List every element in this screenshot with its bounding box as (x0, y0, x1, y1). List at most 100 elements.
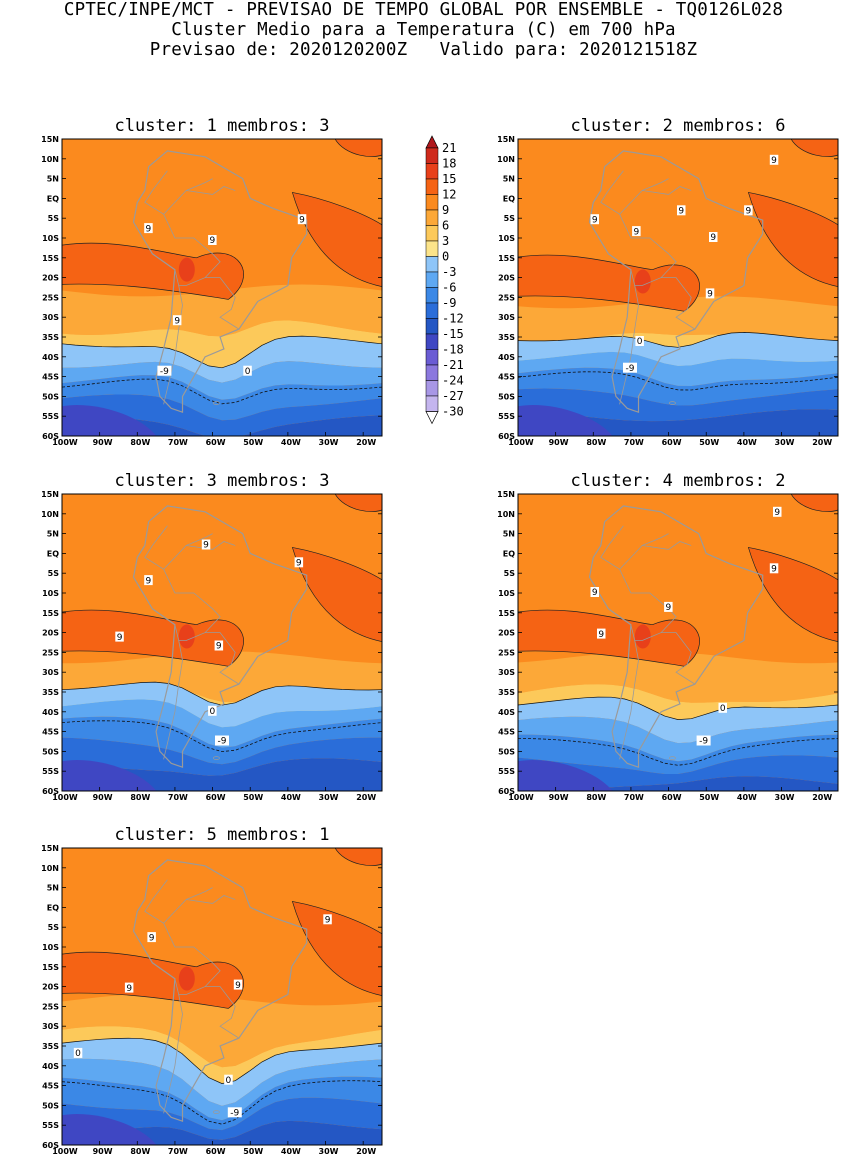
header-line-2: Cluster Medio para a Temperatura (C) em … (171, 20, 676, 40)
lat-tick-label: 60S (498, 787, 515, 796)
colorbar-swatch (425, 256, 439, 273)
lon-tick-label: 90W (93, 793, 113, 802)
colorbar-swatch (425, 287, 439, 304)
lat-tick-label: 25S (42, 648, 59, 657)
lat-tick-label: 45S (498, 373, 515, 382)
lon-tick-label: 50W (243, 438, 263, 447)
lat-tick-label: 20S (498, 274, 515, 283)
colorbar-swatch (425, 364, 439, 381)
contour-label: 9 (771, 156, 777, 166)
lon-tick-label: 40W (281, 1147, 301, 1156)
contour-label: -9 (160, 367, 169, 377)
country-border (163, 994, 183, 1114)
colorbar-label: 18 (442, 157, 456, 171)
panel-title: cluster: 4 membros: 2 (571, 471, 786, 491)
lon-tick-label: 60W (662, 793, 682, 802)
forecast-panel-5: 9 9 9 9 0 0 -9 cluster: 5 membros: 1 15N 10N 5N EQ 5… (41, 825, 383, 1156)
lat-tick-label: 10S (42, 234, 59, 243)
isoline-0 (518, 332, 838, 348)
colorbar-swatch (425, 395, 439, 412)
atlantic-warm-patch (291, 547, 382, 642)
colorbar-label: -9 (442, 296, 456, 310)
lat-tick-label: 50S (42, 747, 59, 756)
contour-label: 9 (666, 603, 672, 613)
lon-tick-label: 60W (206, 793, 226, 802)
lat-tick-label: 40S (42, 353, 59, 362)
hot-core (178, 966, 195, 991)
contour-label: -9 (626, 364, 635, 374)
colorbar-top-arrow (425, 135, 439, 149)
lat-tick-label: 15N (41, 490, 59, 499)
contour-label: 9 (149, 933, 155, 943)
contour-label-box (224, 1074, 233, 1085)
warm-belt (62, 951, 244, 1009)
lat-tick-label: 35S (42, 688, 59, 697)
contour-label: 9 (235, 981, 241, 991)
lon-tick-label: 40W (737, 793, 757, 802)
contour-label-box (323, 914, 332, 925)
forecast-panel-3: 9 9 9 9 9 0 -9 cluster: 3 membros: 3 15N 10N 5N EQ 5… (41, 471, 383, 802)
lon-tick-label: 60W (662, 438, 682, 447)
forecast-panel-1: 9 9 9 9 0 -9 cluster: 1 membros: 3 15N 10N 5N EQ 5S… (41, 116, 383, 447)
lat-tick-label: 15N (41, 844, 59, 853)
forecast-panel-2: 9 9 9 9 9 9 9 0 -9 cluster: 2 membros: 6 15N 10N 5N E… (497, 116, 839, 447)
colorbar-label: -12 (442, 312, 464, 326)
lon-tick-label: 20W (356, 793, 376, 802)
panel-frame (61, 138, 383, 437)
band-minus-3 (62, 1038, 382, 1106)
lon-tick-label: 50W (243, 1147, 263, 1156)
contour-label: 9 (117, 633, 123, 643)
cold-corner (62, 760, 157, 791)
cold-corner (518, 760, 613, 791)
lon-tick-label: 100W (52, 793, 78, 802)
colorbar-label: -21 (442, 358, 464, 372)
contour-label: 9 (707, 290, 713, 300)
isoline-minus-9 (62, 1080, 382, 1125)
north-warm-patch (334, 139, 382, 157)
lat-tick-label: 55S (498, 412, 515, 421)
band-minus-9 (518, 367, 838, 406)
colorbar-swatch (425, 318, 439, 335)
isoline-minus-9 (518, 738, 838, 766)
contour-label: 9 (634, 227, 640, 237)
atlantic-warm-patch (747, 192, 838, 287)
contour-label: 9 (592, 215, 598, 225)
lat-tick-label: 15N (41, 135, 59, 144)
lat-tick-label: 50S (498, 392, 515, 401)
atlantic-warm-patch (291, 901, 382, 996)
lon-tick-label: 20W (812, 793, 832, 802)
contour-label: 9 (774, 508, 780, 518)
panel-title: cluster: 5 membros: 1 (115, 825, 330, 845)
lat-tick-label: 5N (47, 530, 59, 539)
lat-tick-label: 15N (497, 490, 515, 499)
falkland-islands (212, 401, 220, 406)
contour-label: 0 (720, 704, 726, 714)
lon-tick-label: 90W (549, 438, 569, 447)
lat-tick-label: 5N (503, 175, 515, 184)
colorbar-label: -18 (442, 343, 464, 357)
country-border (642, 541, 692, 550)
contour-label: 0 (637, 337, 643, 347)
lon-tick-label: 90W (93, 438, 113, 447)
north-warm-patch (334, 494, 382, 512)
lon-tick-label: 60W (206, 1147, 226, 1156)
lon-tick-label: 80W (586, 793, 606, 802)
country-border (144, 525, 168, 570)
contour-label-box (597, 628, 606, 639)
colorbar-label: 3 (442, 234, 449, 248)
band-6 (62, 993, 382, 1068)
panel-frame (517, 493, 839, 792)
colorbar-swatch (425, 147, 439, 164)
lat-tick-label: 15S (498, 609, 515, 618)
country-border (600, 525, 624, 570)
colorbar-bottom-arrow (425, 411, 439, 425)
colorbar-label: -24 (442, 374, 464, 388)
colorbar-label: -6 (442, 281, 456, 295)
colorbar-label: -3 (442, 265, 456, 279)
colorbar-label: 12 (442, 188, 456, 202)
band-minus-15 (518, 776, 838, 791)
isoline-0 (62, 335, 382, 369)
lat-tick-label: 15S (42, 963, 59, 972)
